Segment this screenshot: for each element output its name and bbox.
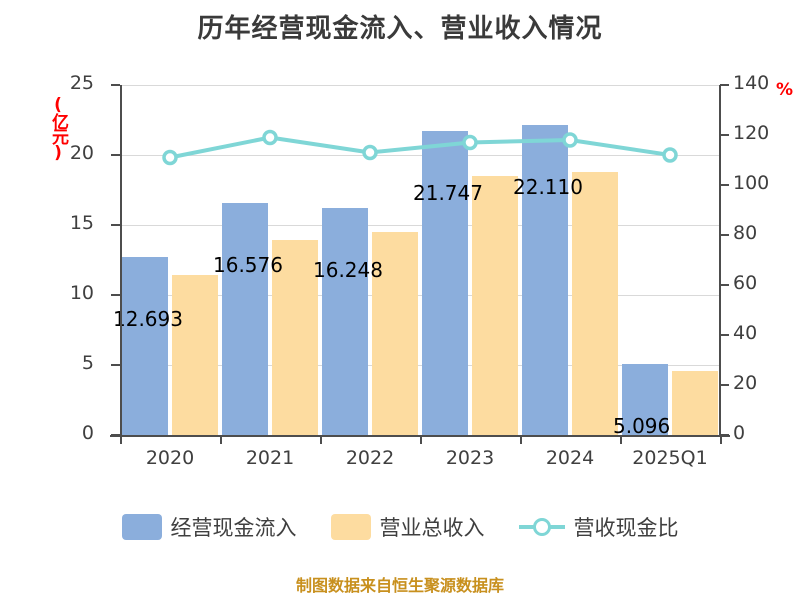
- right-axis-tick-label: 0: [733, 422, 746, 444]
- bar-data-label: 12.693: [113, 307, 183, 332]
- bar-cash-inflow[interactable]: [422, 130, 468, 435]
- right-axis-tick-label: 80: [733, 222, 758, 244]
- bar-data-label: 5.096: [613, 413, 671, 438]
- bar-revenue[interactable]: [172, 275, 218, 435]
- right-axis-tick: [720, 134, 729, 136]
- left-axis-unit-label: (亿元): [48, 95, 68, 161]
- left-axis-tick-label: 20: [69, 142, 94, 164]
- right-axis-tick: [720, 434, 729, 436]
- x-axis-tick: [720, 436, 722, 444]
- bar-data-label: 21.747: [413, 180, 483, 205]
- right-axis-tick: [720, 284, 729, 286]
- gridline: [120, 155, 720, 156]
- x-axis-tick: [420, 436, 422, 444]
- x-axis-tick: [120, 436, 122, 444]
- bar-cash-inflow[interactable]: [622, 363, 668, 435]
- chart-legend: 经营现金流入 营业总收入 营收现金比: [0, 512, 800, 542]
- x-axis-label: 2020: [145, 447, 195, 469]
- bar-revenue[interactable]: [372, 232, 418, 435]
- x-axis-label: 2022: [345, 447, 395, 469]
- x-axis-tick: [520, 436, 522, 444]
- gridline: [120, 225, 720, 226]
- left-axis-tick: [111, 84, 120, 86]
- legend-swatch: [121, 514, 162, 540]
- right-axis-tick-label: 120: [733, 122, 770, 144]
- right-axis-tick-label: 140: [733, 72, 770, 94]
- left-axis-tick-label: 10: [69, 282, 94, 304]
- left-axis-tick-label: 25: [69, 72, 94, 94]
- x-axis-label: 2021: [245, 447, 295, 469]
- x-axis-tick: [620, 436, 622, 444]
- left-axis-tick: [111, 434, 120, 436]
- bar-cash-inflow[interactable]: [222, 202, 268, 435]
- bar-data-label: 16.576: [213, 252, 283, 277]
- x-axis-label: 2024: [545, 447, 595, 469]
- legend-label: 经营现金流入: [170, 516, 297, 540]
- bar-revenue[interactable]: [472, 176, 518, 435]
- right-axis-tick-label: 40: [733, 322, 758, 344]
- bar-revenue[interactable]: [272, 240, 318, 435]
- right-axis-tick-label: 100: [733, 172, 770, 194]
- right-axis-tick: [720, 334, 729, 336]
- footer-note: 制图数据来自恒生聚源数据库: [295, 576, 504, 595]
- legend-line-marker-icon: [518, 514, 565, 540]
- bar-cash-inflow[interactable]: [122, 257, 168, 435]
- legend-item[interactable]: 营业总收入: [330, 512, 485, 542]
- bar-cash-inflow[interactable]: [322, 207, 368, 435]
- x-axis-label: 2025Q1: [632, 447, 708, 469]
- x-axis-tick: [220, 436, 222, 444]
- legend-item[interactable]: 经营现金流入: [121, 512, 297, 542]
- left-axis-line: [120, 85, 122, 436]
- gridline: [120, 85, 720, 86]
- gridline: [120, 365, 720, 366]
- left-axis-tick: [111, 294, 120, 296]
- left-axis-tick: [111, 154, 120, 156]
- right-axis-tick-label: 60: [733, 272, 758, 294]
- gridline: [120, 295, 720, 296]
- right-axis-tick-label: 20: [733, 372, 758, 394]
- bar-data-label: 16.248: [313, 257, 383, 282]
- plot-area: 12.693 16.576 16.248 21.747 22.110 5.096: [113, 85, 720, 438]
- legend-item[interactable]: 营收现金比: [518, 512, 679, 542]
- legend-swatch: [330, 514, 371, 540]
- left-axis-tick-label: 15: [69, 212, 94, 234]
- x-axis-tick: [320, 436, 322, 444]
- right-axis-tick: [720, 234, 729, 236]
- bar-revenue[interactable]: [572, 171, 618, 435]
- right-axis-tick: [720, 184, 729, 186]
- bar-cash-inflow[interactable]: [522, 125, 568, 435]
- right-axis-tick: [720, 384, 729, 386]
- legend-label: 营业总收入: [379, 516, 485, 540]
- right-axis-tick: [720, 84, 729, 86]
- bar-data-label: 22.110: [513, 175, 583, 200]
- bar-revenue[interactable]: [672, 370, 718, 435]
- left-axis-tick: [111, 224, 120, 226]
- chart-title: 历年经营现金流入、营业收入情况: [197, 14, 603, 44]
- legend-label: 营收现金比: [573, 516, 679, 540]
- left-axis-tick-label: 0: [81, 422, 94, 444]
- x-axis-label: 2023: [445, 447, 495, 469]
- left-axis-tick: [111, 364, 120, 366]
- left-axis-tick-label: 5: [81, 352, 94, 374]
- right-axis-line: [719, 85, 721, 436]
- right-axis-unit-label: %: [776, 80, 794, 100]
